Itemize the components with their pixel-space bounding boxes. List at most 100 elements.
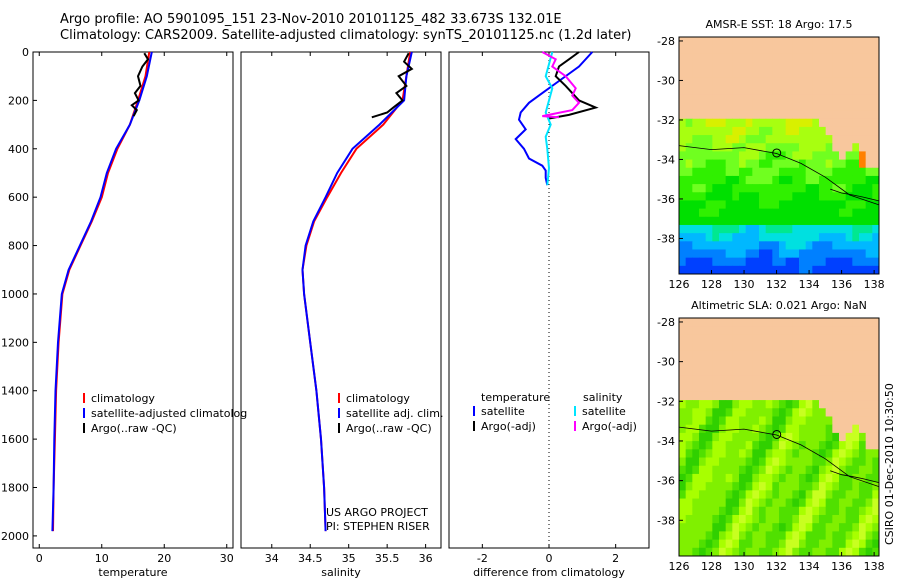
map-cell	[739, 233, 747, 242]
map-cell	[679, 45, 687, 54]
map-cell	[765, 523, 773, 532]
map-cell	[872, 184, 880, 193]
map-cell	[812, 506, 820, 516]
map-cell	[739, 102, 747, 112]
map-cell	[732, 457, 740, 467]
map-cell	[759, 241, 767, 250]
map-cell	[699, 241, 707, 250]
map-cell	[872, 473, 880, 483]
map-cell	[705, 208, 713, 218]
map-cell	[685, 265, 693, 275]
map-cell	[779, 126, 787, 136]
map-cell	[719, 216, 727, 226]
map-cell	[739, 514, 747, 524]
map-cell	[699, 375, 707, 385]
lon-tick-label: 128	[701, 560, 722, 573]
map-cell	[779, 465, 787, 475]
map-cell	[839, 45, 847, 54]
map-cell	[752, 506, 760, 516]
map-cell	[699, 383, 707, 393]
map-cell	[699, 400, 707, 409]
map-cell	[805, 61, 813, 71]
map-cell	[692, 77, 700, 87]
map-cell	[792, 473, 800, 483]
map-cell	[785, 506, 793, 516]
map-cell	[759, 53, 767, 63]
map-cell	[785, 523, 793, 532]
map-cell	[819, 416, 827, 426]
map-cell	[799, 37, 807, 46]
map-cell	[825, 159, 833, 169]
map-cell	[752, 539, 760, 549]
map-cell	[839, 514, 847, 524]
map-cell	[805, 424, 813, 434]
map-cell	[872, 367, 880, 376]
map-cell	[812, 408, 820, 417]
map-cell	[732, 94, 740, 103]
map-cell	[799, 400, 807, 409]
map-cell	[825, 400, 833, 409]
map-cell	[745, 342, 753, 352]
map-cell	[852, 151, 860, 161]
map-cell	[719, 69, 727, 79]
map-cell	[812, 192, 820, 201]
map-cell	[712, 94, 720, 103]
map-cell	[819, 167, 827, 177]
map-cell	[705, 498, 713, 508]
map-cell	[832, 118, 840, 128]
map-cell	[745, 184, 753, 193]
map-cell	[772, 432, 780, 442]
map-cell	[759, 249, 767, 259]
map-cell	[872, 531, 880, 541]
map-cell	[699, 110, 707, 120]
map-cell	[745, 86, 753, 95]
x-tick-label: 34	[265, 552, 279, 565]
map-cell	[852, 135, 860, 144]
map-cell	[792, 257, 800, 267]
map-cell	[699, 473, 707, 483]
map-cell	[852, 102, 860, 112]
map-cell	[772, 334, 780, 344]
map-cell	[845, 482, 853, 491]
map-cell	[772, 102, 780, 112]
map-cell	[872, 45, 880, 54]
map-cell	[739, 318, 747, 327]
map-cell	[725, 175, 733, 185]
map-cell	[772, 326, 780, 335]
map-cell	[839, 547, 847, 557]
map-cell	[872, 391, 880, 401]
map-cell	[765, 86, 773, 95]
map-cell	[752, 432, 760, 442]
map-cell	[712, 416, 720, 426]
map-cell	[732, 143, 740, 152]
map-cell	[725, 102, 733, 112]
map-cell	[812, 233, 820, 242]
map-cell	[685, 61, 693, 71]
map-cell	[832, 318, 840, 327]
map-cell	[692, 45, 700, 54]
map-cell	[832, 359, 840, 368]
argo-position-marker	[772, 429, 782, 439]
map-cell	[872, 490, 880, 500]
map-cell	[845, 233, 853, 242]
map-cell	[685, 408, 693, 417]
map-cell	[765, 69, 773, 79]
map-cell	[852, 391, 860, 401]
map-cell	[799, 249, 807, 259]
map-cell	[859, 208, 867, 218]
legend-header-salinity: salinity	[583, 391, 623, 404]
map-cell	[725, 523, 733, 532]
map-cell	[865, 547, 873, 557]
map-cell	[712, 77, 720, 87]
map-cell	[805, 432, 813, 442]
map-cell	[719, 498, 727, 508]
map-cell	[745, 547, 753, 557]
map-cell	[839, 224, 847, 234]
map-cell	[825, 208, 833, 218]
map-cell	[792, 86, 800, 95]
map-cell	[872, 216, 880, 226]
map-cell	[732, 110, 740, 120]
map-cell	[839, 400, 847, 409]
map-cell	[792, 200, 800, 210]
y-tick-label: 1800	[1, 482, 29, 495]
